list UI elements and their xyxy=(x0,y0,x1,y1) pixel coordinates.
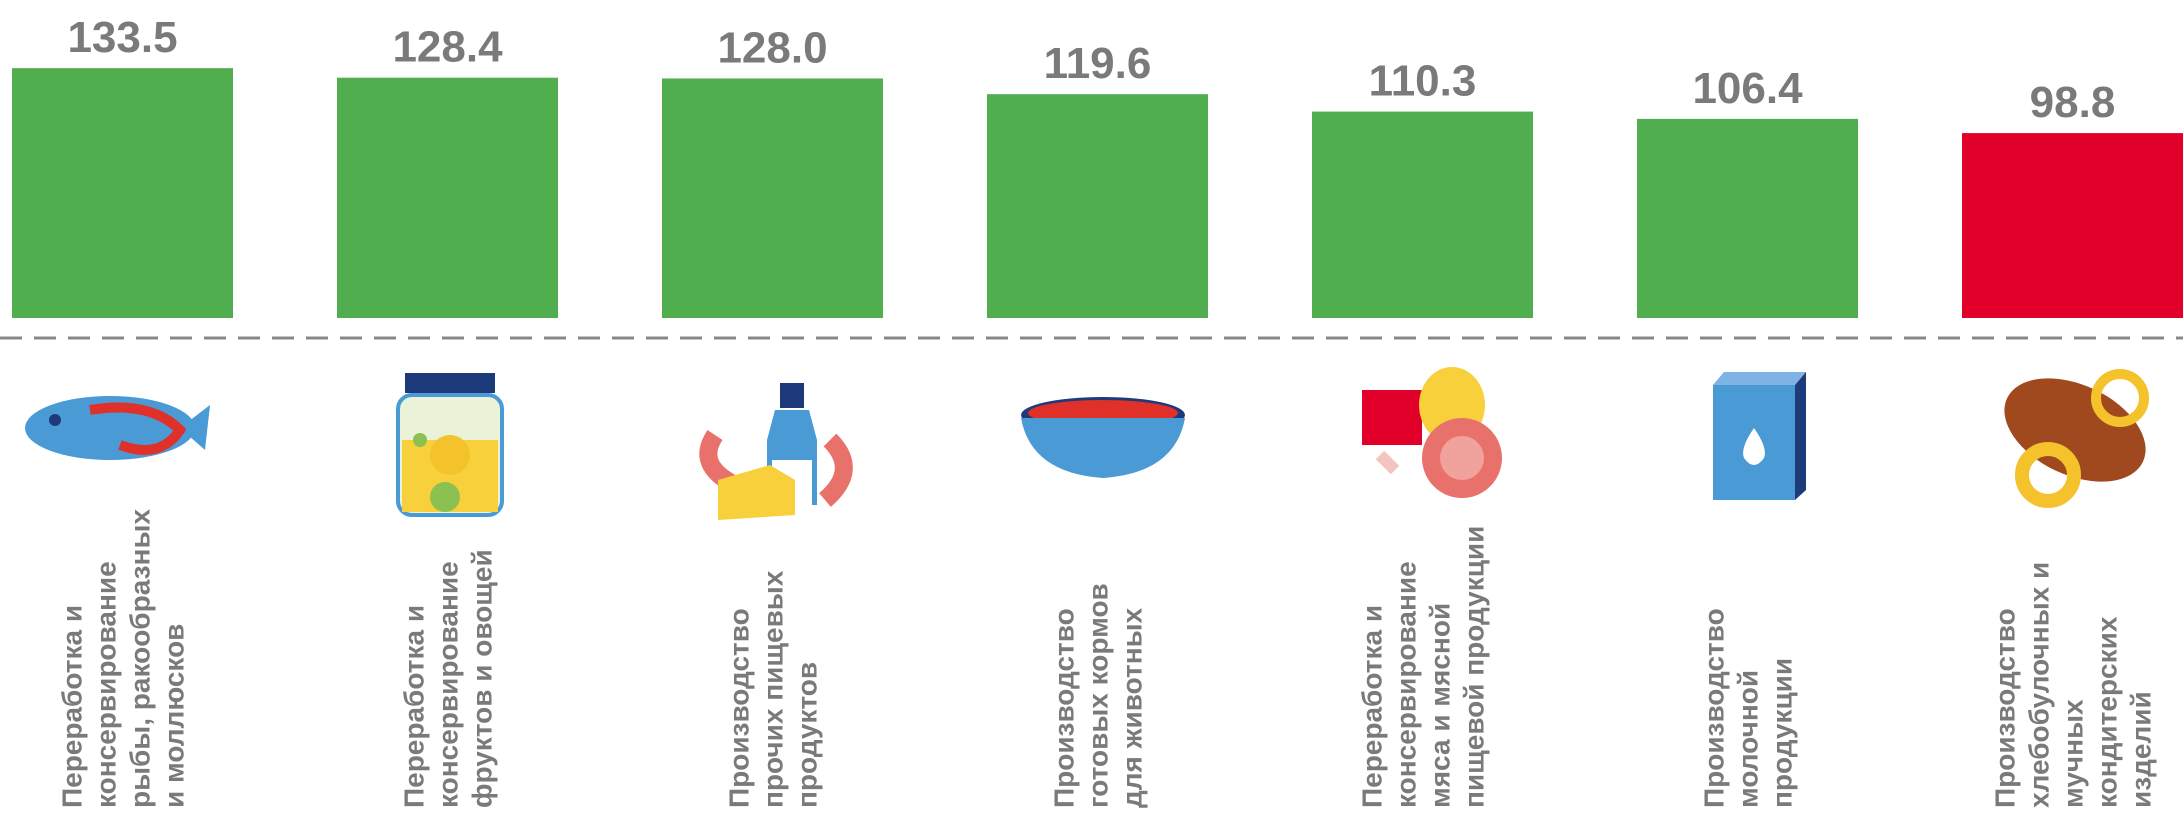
bowl-icon xyxy=(1021,397,1185,478)
bar xyxy=(662,78,883,318)
category-label: кондитерских xyxy=(2092,616,2123,808)
category-label: и моллюсков xyxy=(159,624,190,808)
category-label: мяса и мясной xyxy=(1425,603,1456,808)
milk-icon xyxy=(1713,372,1806,500)
fish-icon xyxy=(25,396,210,460)
bar xyxy=(337,77,558,318)
category-label: консервирование xyxy=(1391,561,1422,808)
bar xyxy=(1312,111,1533,319)
category-label: продуктов xyxy=(792,662,823,808)
jar-icon xyxy=(396,373,504,517)
value-label: 98.8 xyxy=(2030,78,2116,127)
bar xyxy=(987,94,1208,318)
category-label: рыбы, ракообразных xyxy=(125,509,156,808)
category-label: мучных xyxy=(2058,699,2089,808)
category-label: Переработка и xyxy=(399,605,430,808)
category-label: Производство xyxy=(724,608,755,808)
category-label: для животных xyxy=(1117,607,1148,808)
bar xyxy=(1962,133,2183,318)
category-label: хлебобулочных и xyxy=(2024,562,2055,808)
category-label: фруктов и овощей xyxy=(467,549,498,808)
category-label: Переработка и xyxy=(1357,605,1388,808)
bread-icon xyxy=(2004,369,2149,508)
value-label: 119.6 xyxy=(1044,39,1152,88)
value-label: 106.4 xyxy=(1692,64,1803,113)
bar xyxy=(12,68,233,319)
meat-icon xyxy=(1362,367,1502,498)
category-label: Переработка и xyxy=(57,605,88,808)
value-label: 110.3 xyxy=(1369,57,1477,106)
category-label: изделий xyxy=(2126,691,2157,808)
category-label: продукции xyxy=(1767,658,1798,808)
value-label: 128.4 xyxy=(392,23,503,72)
value-label: 128.0 xyxy=(717,23,827,72)
category-label: готовых кормов xyxy=(1083,583,1114,808)
food-icon xyxy=(699,383,853,520)
category-label: Производство xyxy=(1990,608,2021,808)
category-label: прочих пищевых xyxy=(758,570,789,808)
category-label: консервирование xyxy=(91,561,122,808)
value-label: 133.5 xyxy=(67,13,177,62)
category-label: пищевой продукции xyxy=(1459,526,1490,808)
category-label: Производство xyxy=(1049,608,1080,808)
category-label: молочной xyxy=(1733,670,1764,808)
bar xyxy=(1637,118,1858,318)
category-label: Производство xyxy=(1699,608,1730,808)
category-label: консервирование xyxy=(433,561,464,808)
